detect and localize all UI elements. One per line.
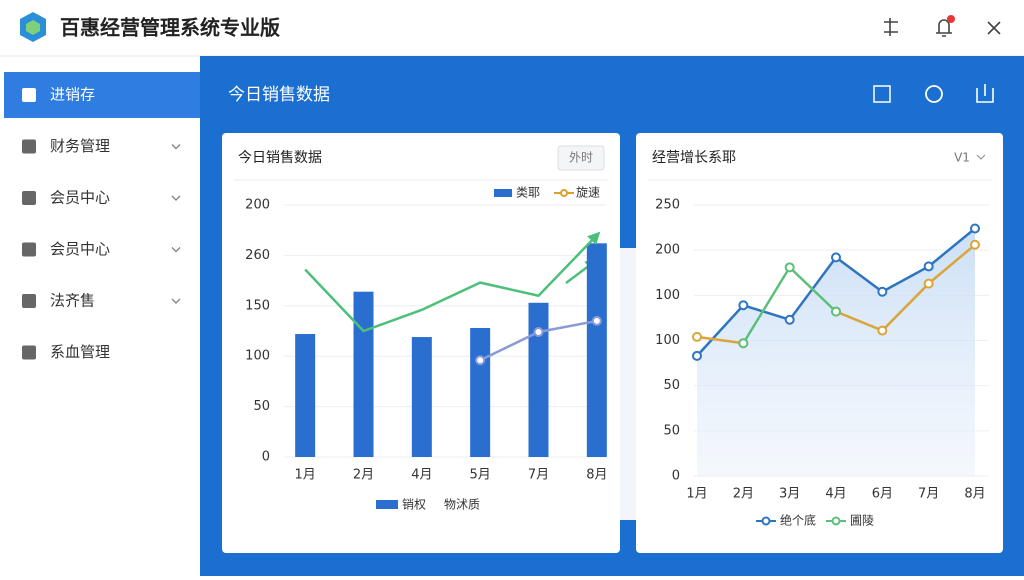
logo-inner [26, 20, 40, 35]
chevron [171, 247, 181, 253]
legend-label: 销权 [402, 498, 426, 512]
sidebar-icon [22, 242, 36, 257]
settings-icon[interactable] [925, 85, 943, 103]
x-tick-label: 2月 [733, 487, 754, 502]
x-tick-label: 4月 [411, 468, 432, 483]
card-title: 经营增长系耶 [652, 150, 736, 166]
sidebar-item[interactable]: 会员中心 [50, 189, 110, 207]
sync-icon[interactable] [884, 18, 898, 36]
y-tick-label: 100 [655, 288, 680, 303]
bar [295, 334, 316, 457]
legend-swatch [560, 189, 568, 197]
point [877, 325, 888, 336]
x-tick-label: 1月 [686, 487, 707, 502]
y-tick-label: 260 [245, 248, 270, 263]
legend-label: 旋速 [576, 186, 600, 200]
point [831, 306, 841, 317]
x-tick-label: 5月 [470, 468, 491, 483]
y-tick-label: 200 [655, 243, 680, 258]
y-tick-label: 100 [655, 333, 680, 348]
sidebar-icon [22, 294, 36, 308]
point [923, 278, 934, 289]
legend-label: 圃陵 [850, 514, 874, 528]
x-tick-label: 1月 [295, 468, 316, 483]
y-tick-label: 50 [663, 378, 680, 393]
main-title: 今日销售数据 [228, 85, 330, 105]
y-tick-label: 250 [655, 198, 680, 213]
chevron [171, 298, 181, 304]
sidebar-item[interactable]: 进销存 [50, 86, 95, 104]
x-tick-label: 6月 [872, 487, 893, 502]
export-icon[interactable] [976, 84, 994, 103]
card-button[interactable] [557, 145, 605, 171]
notification-dot [947, 15, 955, 23]
point [831, 252, 841, 263]
point [591, 315, 602, 326]
sidebar-icon [22, 88, 36, 102]
point [970, 239, 980, 250]
legend-swatch [494, 189, 512, 197]
x-tick-label: 4月 [825, 487, 846, 502]
sidebar-icon [22, 345, 36, 360]
header: 百惠经营管理系统专业版 [20, 12, 1001, 42]
chevron [171, 144, 181, 150]
bar [411, 337, 432, 457]
card-button-label[interactable]: V1 [954, 151, 970, 165]
point [533, 327, 544, 338]
legend-label: 类耶 [516, 186, 540, 200]
y-tick-label: 100 [245, 349, 270, 364]
area [697, 228, 975, 476]
sidebar-item[interactable]: 财务管理 [50, 137, 110, 155]
bell-icon[interactable] [936, 19, 952, 37]
x-tick-label: 2月 [353, 468, 374, 483]
card-title: 今日销售数据 [238, 150, 322, 166]
point [877, 286, 888, 297]
point [738, 338, 749, 349]
bar [353, 291, 374, 457]
chevron [171, 195, 181, 201]
legend-label: 绝个底 [780, 513, 816, 528]
sidebar-icon [22, 139, 36, 154]
point [692, 350, 702, 361]
y-tick-label: 150 [245, 298, 270, 313]
x-tick-label: 8月 [586, 468, 607, 483]
sidebar-item[interactable]: 法齐售 [50, 292, 95, 310]
point [692, 331, 702, 342]
sidebar-item[interactable]: 系血管理 [50, 343, 110, 361]
sidebar-icon [22, 191, 36, 205]
line [304, 231, 601, 333]
legend-swatch [761, 516, 771, 526]
y-tick-label: 200 [245, 198, 270, 213]
point [970, 223, 980, 234]
card-button-label[interactable]: 外时 [569, 151, 593, 165]
x-tick-label: 7月 [528, 468, 549, 483]
point [738, 300, 749, 311]
x-tick-label: 8月 [964, 487, 985, 502]
y-tick-label: 0 [672, 469, 680, 484]
x-tick-label: 7月 [918, 487, 939, 502]
scan-icon[interactable] [873, 85, 891, 103]
y-tick-label: 50 [253, 399, 270, 414]
sidebar-item-bg[interactable] [4, 72, 200, 118]
point [784, 262, 795, 273]
legend-swatch [831, 516, 841, 526]
y-tick-label: 50 [663, 423, 680, 438]
app-title: 百惠经营管理系统专业版 [60, 16, 280, 40]
point [475, 355, 486, 366]
x-tick-label: 3月 [779, 487, 800, 502]
bar [470, 327, 491, 457]
bar [586, 243, 607, 457]
close-button[interactable] [987, 21, 1001, 35]
dropdown-chevron [976, 154, 986, 160]
point [784, 314, 795, 325]
point [923, 261, 934, 272]
legend-label: 物沭质 [444, 498, 480, 512]
y-tick-label: 0 [262, 450, 270, 465]
legend-swatch [376, 500, 398, 509]
sidebar-item[interactable]: 会员中心 [50, 240, 110, 258]
bar [528, 302, 549, 457]
line [696, 243, 976, 345]
